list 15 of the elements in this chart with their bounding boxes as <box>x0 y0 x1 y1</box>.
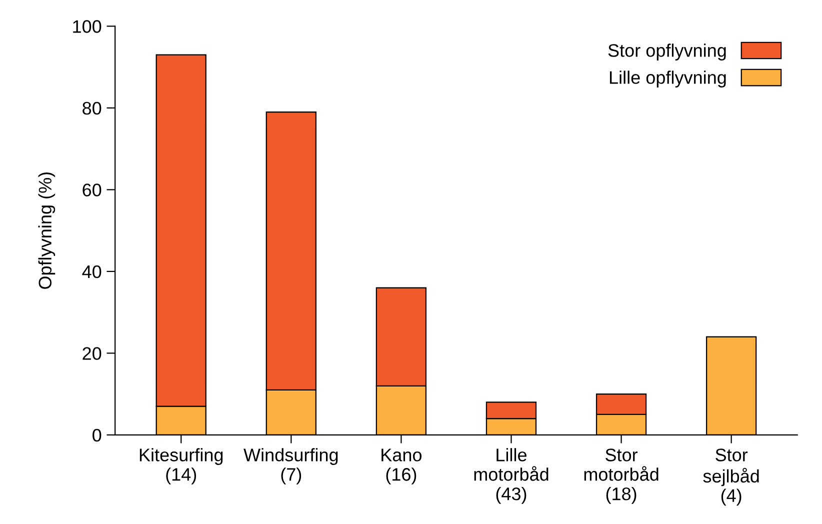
x-tick-label: Stor sejlbåd (4) <box>703 448 759 506</box>
y-tick-label: 80 <box>82 102 102 115</box>
y-tick-label: 60 <box>82 184 102 196</box>
y-axis-title: Opflyvning (%) <box>38 172 56 289</box>
y-tick-label: 20 <box>82 347 102 360</box>
legend-label: Lille opflyvning <box>610 70 726 88</box>
x-tick-label: Windsurfing (7) <box>244 448 338 484</box>
x-tick-label: Kano (16) <box>382 448 422 484</box>
y-tick-label: 40 <box>82 265 102 278</box>
x-tick-label: Stor motorbåd (18) <box>584 448 658 504</box>
x-tick-label: Kitesurfing (14) <box>140 448 223 484</box>
y-tick-label: 0 <box>92 428 102 442</box>
x-tick-label: Lille motorbåd (43) <box>474 448 548 504</box>
y-tick-label: 100 <box>73 20 102 33</box>
legend-label: Stor opflyvning <box>608 44 726 60</box>
